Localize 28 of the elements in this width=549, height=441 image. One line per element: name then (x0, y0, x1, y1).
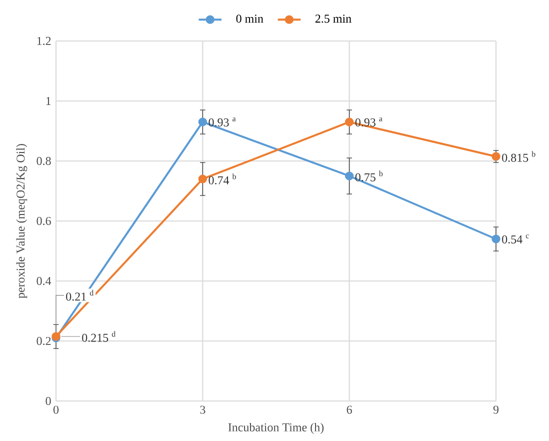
x-axis-title: Incubation Time (h) (228, 422, 324, 434)
point (198, 174, 207, 184)
point (492, 234, 500, 244)
legend-label: 0 min (236, 14, 264, 23)
y-tick-label: 0 (46, 396, 51, 406)
x-tick-label: 3 (200, 406, 206, 414)
data-label: 0.93 $^{a}$ (355, 117, 382, 126)
data-label: 0.93 $^{a}$ (208, 117, 236, 126)
data-label: 0.74 $^{b}$ (208, 174, 236, 184)
data-label: 0.54 $^{c}$ (502, 234, 529, 244)
point (198, 118, 207, 126)
y-tick-label: 0.6 (36, 216, 51, 226)
y-tick-label: 1.2 (37, 36, 51, 46)
x-tick-label: 0 (53, 406, 59, 414)
data-label: 0.75 $^{b}$ (355, 170, 383, 182)
y-tick-label: 0.8 (36, 156, 51, 166)
legend-label: 2.5 min (315, 14, 352, 23)
data-label: 0.21 $^{d}$ (66, 290, 94, 301)
x-tick-label: 6 (346, 406, 352, 414)
data-label: 0.815 $^{b}$ (502, 151, 536, 162)
x-tick-label: 9 (493, 406, 498, 414)
point (344, 172, 354, 180)
y-tick-label: 0.2 (36, 336, 51, 346)
y-tick-label: 1 (46, 97, 51, 105)
point (344, 118, 354, 126)
y-axis-title: peroxide Value (meqO2/Kg Oil) (16, 144, 28, 298)
y-tick-label: 0.4 (36, 276, 52, 286)
data-label: 0.215 $^{d}$ (82, 331, 116, 342)
